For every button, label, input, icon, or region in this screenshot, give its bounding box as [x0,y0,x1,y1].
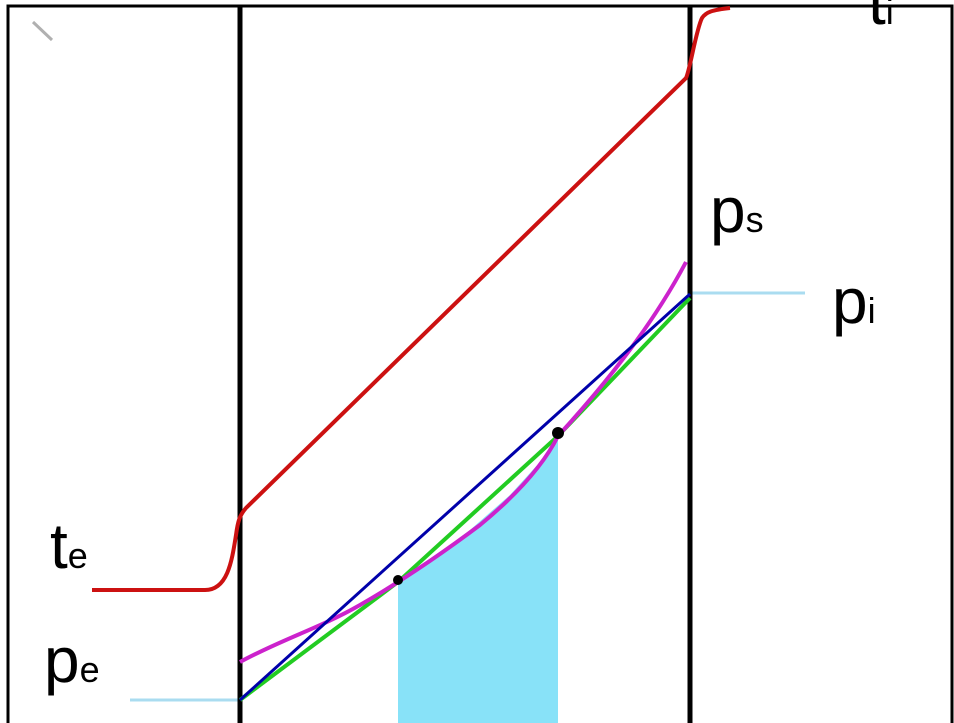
tangent-point-2 [552,427,564,439]
label-p-s: ps [710,174,764,246]
corner-mark [31,20,54,42]
label-t-e: te [50,510,88,582]
vapour-pressure-line [238,292,692,702]
tangent-point-1 [393,575,403,585]
diagram-frame [6,4,954,723]
label-p-i: pi [832,265,876,337]
temperature-curve [92,6,731,592]
condensation-zone [398,436,558,723]
tangent-line [238,296,692,702]
label-t-i: ti [868,0,894,38]
label-p-e: pe [44,624,100,696]
